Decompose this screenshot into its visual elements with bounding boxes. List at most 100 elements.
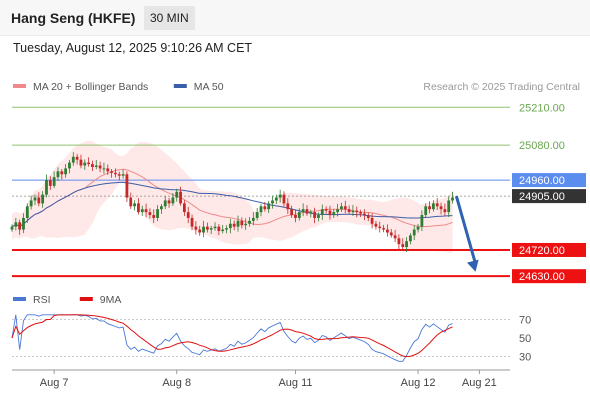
candle-body xyxy=(332,212,336,216)
candle-body xyxy=(248,220,251,224)
candle-body xyxy=(144,209,148,213)
candle-body xyxy=(91,164,94,167)
candle-body xyxy=(179,191,182,204)
x-tick-label-1: Aug 8 xyxy=(162,377,191,389)
candle-body xyxy=(401,244,405,248)
candle-body xyxy=(140,209,144,213)
candle-body xyxy=(171,197,175,204)
candle-body xyxy=(232,223,236,227)
candle-body xyxy=(343,206,347,210)
candle-body xyxy=(271,200,274,204)
level-tag-bg-5 xyxy=(512,269,586,284)
candle-body xyxy=(71,156,75,163)
candle-body xyxy=(286,203,290,210)
candle-body xyxy=(259,206,263,213)
candle-body xyxy=(213,226,217,229)
level-label-5: 24630.00 xyxy=(519,271,565,283)
candle-body xyxy=(52,177,56,186)
candle-body xyxy=(160,206,163,210)
legend-swatch-rsi-0 xyxy=(13,297,26,301)
candle-body xyxy=(336,209,340,213)
rsi-tick-70: 70 xyxy=(519,314,531,326)
candle-body xyxy=(202,226,205,233)
candle-body xyxy=(351,210,355,213)
level-tag-bg-2 xyxy=(512,173,586,188)
candle-body xyxy=(424,206,428,216)
candle-body xyxy=(121,174,125,176)
candle-body xyxy=(94,165,98,167)
candle-body xyxy=(29,200,33,207)
candle-body xyxy=(125,174,129,198)
candle-body xyxy=(240,220,244,226)
candle-body xyxy=(117,174,121,176)
candle-body xyxy=(347,209,351,213)
candle-body xyxy=(152,215,156,218)
candle-body xyxy=(439,206,443,210)
candle-body xyxy=(110,171,113,173)
candle-body xyxy=(83,162,87,166)
legend-label-rsi-1: 9MA xyxy=(100,294,122,306)
candle-body xyxy=(374,223,378,227)
legend-label-price-0: MA 20 + Bollinger Bands xyxy=(33,81,148,93)
legend-label-rsi-0: RSI xyxy=(33,294,51,306)
candle-body xyxy=(274,197,278,201)
level-label-3: 24905.00 xyxy=(519,191,565,203)
candle-body xyxy=(359,212,362,214)
candle-body xyxy=(45,180,48,195)
candle-body xyxy=(416,226,420,230)
candle-body xyxy=(317,215,320,218)
level-label-1: 25080.00 xyxy=(519,140,565,152)
forecast-arrow-shaft xyxy=(454,195,477,265)
x-tick-label-3: Aug 12 xyxy=(401,377,436,389)
level-tag-bg-4 xyxy=(512,242,586,257)
candle-body xyxy=(244,223,248,226)
candle-body xyxy=(251,217,255,221)
candle-body xyxy=(267,203,271,210)
candle-body xyxy=(428,206,431,210)
candle-body xyxy=(186,212,190,218)
rsi-tick-30: 30 xyxy=(519,352,531,364)
candle-body xyxy=(167,200,171,204)
ma50-line xyxy=(11,181,453,228)
level-label-2: 24960.00 xyxy=(519,175,565,187)
candle-body xyxy=(412,229,416,236)
level-label-4: 24720.00 xyxy=(519,245,565,257)
candle-body xyxy=(409,235,412,242)
candle-body xyxy=(363,213,366,216)
candle-body xyxy=(10,226,14,230)
x-tick-label-0: Aug 7 xyxy=(40,377,69,389)
candle-body xyxy=(37,197,41,204)
forecast-arrow-head xyxy=(467,259,479,272)
candle-body xyxy=(175,191,179,198)
candle-body xyxy=(102,168,106,170)
candle-body xyxy=(431,203,435,210)
candle-body xyxy=(282,194,286,204)
candle-body xyxy=(64,168,68,175)
candle-body xyxy=(225,228,228,230)
candle-body xyxy=(447,200,451,213)
candle-body xyxy=(87,162,91,165)
candle-body xyxy=(405,241,408,248)
candle-body xyxy=(48,180,52,186)
timeframe-badge[interactable]: 30 MIN xyxy=(144,6,195,30)
candle-body xyxy=(156,209,159,218)
candle-body xyxy=(443,209,447,213)
candle-body xyxy=(33,197,37,201)
candle-body xyxy=(328,210,332,216)
candle-body xyxy=(340,206,343,210)
candle-body xyxy=(451,197,454,201)
candle-body xyxy=(370,217,374,224)
candle-body xyxy=(378,226,382,229)
candle-body xyxy=(60,171,64,175)
candle-body xyxy=(263,206,267,210)
candle-body xyxy=(133,203,136,207)
candle-body xyxy=(435,203,439,207)
candle-body xyxy=(382,228,385,230)
candle-body xyxy=(129,197,133,207)
candle-body xyxy=(79,159,83,166)
candle-body xyxy=(14,222,18,227)
candle-body xyxy=(301,209,305,213)
candle-body xyxy=(236,220,240,227)
candle-body xyxy=(305,209,309,214)
candle-body xyxy=(148,212,152,216)
